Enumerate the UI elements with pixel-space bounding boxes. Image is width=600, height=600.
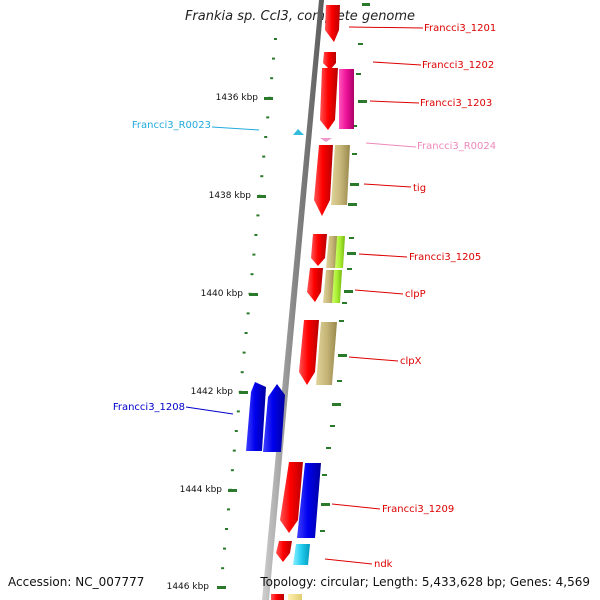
minor-tick [250, 273, 254, 276]
gene-tig-arrow[interactable] [314, 145, 333, 216]
minor-tick [227, 508, 230, 511]
label-tig[interactable]: tig [413, 183, 426, 194]
leader-francci3-1205 [358, 253, 408, 258]
minor-tick [256, 214, 260, 217]
leader-francci3-1202 [372, 61, 422, 66]
leader-tig [363, 183, 412, 188]
cog-bar-khaki-2 [326, 236, 338, 268]
leader-clpp [354, 289, 404, 295]
minor-tick [266, 116, 270, 119]
label-francci3-1201[interactable]: Francci3_1201 [424, 23, 496, 34]
gene-clpp-arrow[interactable] [307, 268, 323, 302]
minor-tick [236, 410, 240, 413]
cog-bar-yellow [288, 594, 302, 600]
minor-tick [254, 234, 258, 236]
scale-tick-1440 [249, 293, 258, 296]
leader-francci3-1201 [348, 26, 424, 29]
cog-bars [288, 69, 354, 600]
accession-text: Accession: NC_007777 [8, 575, 145, 589]
minor-tick [221, 567, 225, 570]
minor-tick [246, 312, 250, 315]
label-clpx[interactable]: clpX [400, 356, 422, 367]
leader-ndk [324, 558, 373, 565]
scale-tick-1446 [217, 586, 226, 589]
label-clpp[interactable]: clpP [405, 289, 426, 300]
gene-francci3-1202-arrow[interactable] [323, 52, 336, 70]
leader-lines [185, 26, 424, 565]
leader-francci3-r0023 [211, 126, 260, 131]
leader-francci3-r0024 [365, 142, 417, 148]
gene-francci3-1208-arrow-a[interactable] [246, 382, 266, 451]
minor-tick [240, 371, 244, 374]
trna-francci3-r0024-marker[interactable] [320, 138, 332, 142]
cog-bar-green-1 [335, 236, 345, 268]
label-francci3-1208[interactable]: Francci3_1208 [113, 402, 185, 413]
scale-label-1442: 1442 kbp [191, 387, 234, 397]
leader-francci3-1208 [185, 406, 234, 415]
minor-tick [234, 430, 238, 432]
cog-bar-khaki-4 [316, 322, 337, 385]
cog-bar-khaki-1 [331, 145, 350, 205]
minor-tick [244, 332, 248, 334]
label-francci3-1209[interactable]: Francci3_1209 [382, 504, 454, 515]
minor-tick [225, 528, 228, 530]
leader-francci3-1209 [331, 503, 381, 510]
minor-tick [230, 469, 234, 472]
topology-text: Topology: circular; Length: 5,433,628 bp… [260, 575, 590, 589]
map-title: Frankia sp. CcI3, complete genome [184, 9, 416, 24]
minor-tick [260, 175, 264, 178]
scale-ruler: 1436 kbp 1438 kbp 1440 kbp 1442 kbp 1444… [167, 93, 273, 592]
scale-label-1438: 1438 kbp [209, 191, 252, 201]
gene-francci3-1208-arrow-b[interactable] [263, 384, 285, 452]
scale-label-1436: 1436 kbp [216, 93, 259, 103]
minor-ticks [219, 38, 277, 589]
scale-tick-1444 [228, 489, 237, 492]
minor-tick [262, 155, 266, 158]
gene-ndk-arrow[interactable] [276, 541, 292, 562]
minor-tick [242, 351, 246, 354]
scale-label-1440: 1440 kbp [201, 289, 244, 299]
minor-tick [274, 38, 277, 40]
cog-bar-sky [293, 544, 310, 565]
label-ndk[interactable]: ndk [374, 559, 393, 570]
gene-francci3-1205-arrow[interactable] [311, 234, 327, 266]
gene-francci3-1203-arrow[interactable] [320, 68, 338, 130]
label-francci3-r0024[interactable]: Francci3_R0024 [417, 141, 496, 152]
gene-partial-arrow[interactable] [271, 594, 284, 600]
scale-tick-1438 [257, 195, 266, 198]
minor-tick [232, 449, 236, 452]
cog-bar-khaki-3 [323, 270, 335, 303]
gene-boundary-marks [320, 3, 370, 532]
minor-tick [252, 253, 256, 256]
gene-francci3-1201-arrow[interactable] [325, 5, 340, 42]
trna-francci3-r0023-marker[interactable] [293, 129, 304, 135]
minor-tick [223, 547, 226, 550]
leader-francci3-1203 [369, 100, 420, 104]
reverse-genes[interactable] [246, 382, 321, 538]
scale-tick-1436 [264, 97, 273, 100]
cds-arrows[interactable] [271, 5, 340, 600]
label-francci3-1205[interactable]: Francci3_1205 [409, 252, 481, 263]
scale-label-1446: 1446 kbp [167, 582, 210, 592]
minor-tick [270, 77, 274, 80]
gene-clpx-arrow[interactable] [299, 320, 319, 385]
gene-francci3-1209-arrow[interactable] [280, 462, 303, 533]
label-francci3-1202[interactable]: Francci3_1202 [422, 60, 494, 71]
cog-bar-magenta [339, 69, 354, 129]
scale-tick-1442 [239, 391, 248, 394]
minor-tick [264, 136, 268, 138]
minor-tick [272, 57, 275, 60]
leader-clpx [348, 356, 399, 362]
cog-bar-green-2 [332, 270, 342, 303]
label-francci3-1203[interactable]: Francci3_1203 [420, 98, 492, 109]
scale-label-1444: 1444 kbp [180, 485, 223, 495]
label-francci3-r0023[interactable]: Francci3_R0023 [132, 120, 211, 131]
gene-francci3-1209-blue-arrow[interactable] [297, 463, 321, 538]
gene-labels[interactable]: Francci3_1201 Francci3_1202 Francci3_120… [113, 23, 496, 570]
